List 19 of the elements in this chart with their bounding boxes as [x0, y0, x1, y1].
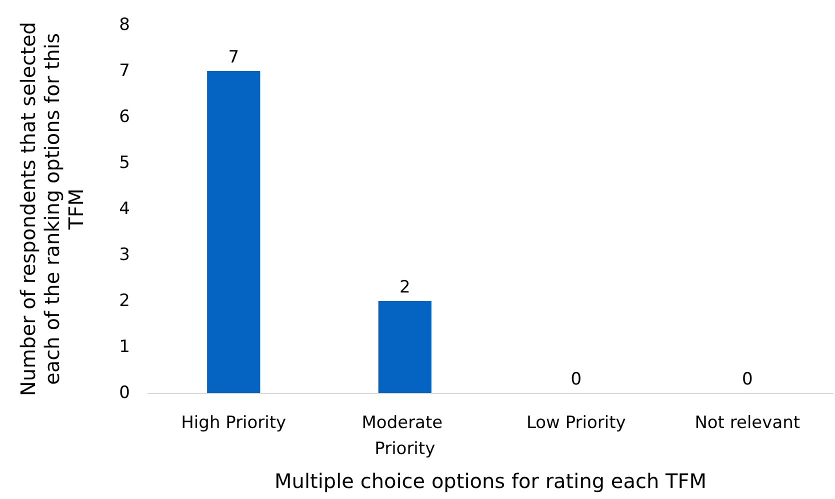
y-tick-label: 3: [119, 245, 130, 265]
x-tick-label: Low Priority: [526, 413, 626, 433]
x-tick-label: Moderate Priority: [362, 413, 448, 459]
y-tick-label: 6: [119, 107, 130, 127]
x-tick-label: High Priority: [181, 413, 286, 433]
y-tick-label: 0: [119, 383, 130, 403]
data-label: 0: [570, 370, 582, 390]
y-tick-label: 1: [119, 337, 130, 357]
data-label: 7: [228, 48, 240, 68]
data-label: 0: [742, 370, 753, 390]
y-tick-label: 7: [119, 61, 130, 81]
y-tick-label: 2: [119, 291, 130, 311]
y-tick-label: 4: [119, 199, 130, 219]
x-tick-label: Not relevant: [694, 413, 800, 433]
y-tick-label: 5: [119, 153, 130, 173]
x-axis-title: Multiple choice options for rating each TFM: [274, 469, 706, 493]
y-tick-label: 8: [119, 15, 130, 35]
data-label: 2: [399, 278, 410, 298]
y-axis-title: Number of respondents that selected each of the ranking options for this TFM: [16, 22, 88, 396]
